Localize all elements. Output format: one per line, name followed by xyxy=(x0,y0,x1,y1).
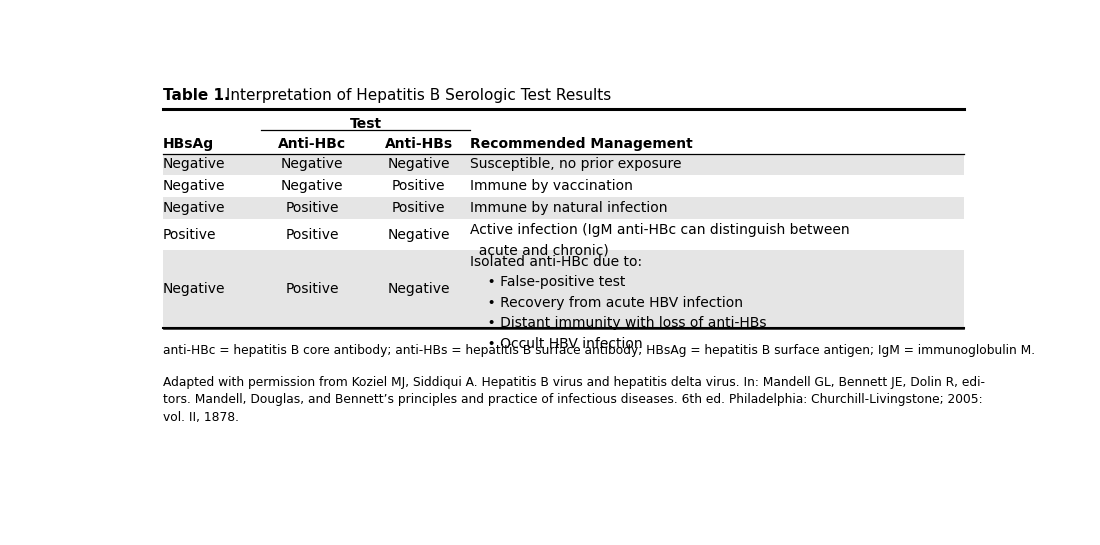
Text: Anti-HBs: Anti-HBs xyxy=(385,137,453,151)
Text: Anti-HBc: Anti-HBc xyxy=(278,137,346,151)
Text: Immune by vaccination: Immune by vaccination xyxy=(470,179,632,193)
Text: HBsAg: HBsAg xyxy=(163,137,214,151)
Text: Test: Test xyxy=(350,117,382,131)
Text: Positive: Positive xyxy=(392,179,446,193)
Text: Positive: Positive xyxy=(286,201,339,215)
Text: Immune by natural infection: Immune by natural infection xyxy=(470,201,668,215)
Bar xyxy=(163,197,965,219)
Text: Negative: Negative xyxy=(387,158,450,172)
Text: Negative: Negative xyxy=(163,179,225,193)
Text: Active infection (IgM anti-HBc can distinguish between
  acute and chronic): Active infection (IgM anti-HBc can disti… xyxy=(470,223,849,258)
Text: Table 1.: Table 1. xyxy=(163,88,230,104)
Text: Interpretation of Hepatitis B Serologic Test Results: Interpretation of Hepatitis B Serologic … xyxy=(221,88,612,104)
Text: Negative: Negative xyxy=(387,228,450,242)
Text: anti-HBc = hepatitis B core antibody; anti-HBs = hepatitis B surface antibody; H: anti-HBc = hepatitis B core antibody; an… xyxy=(163,344,1035,357)
Text: Negative: Negative xyxy=(280,179,343,193)
Text: Isolated anti-HBc due to:
    • False-positive test
    • Recovery from acute HB: Isolated anti-HBc due to: • False-positi… xyxy=(470,255,767,351)
Bar xyxy=(163,251,965,328)
Text: Negative: Negative xyxy=(163,282,225,296)
Text: Recommended Management: Recommended Management xyxy=(470,137,693,151)
Text: Susceptible, no prior exposure: Susceptible, no prior exposure xyxy=(470,158,682,172)
Text: Positive: Positive xyxy=(286,228,339,242)
Text: Positive: Positive xyxy=(392,201,446,215)
Text: Positive: Positive xyxy=(163,228,217,242)
Bar xyxy=(163,154,965,175)
Text: Negative: Negative xyxy=(387,282,450,296)
Text: Positive: Positive xyxy=(286,282,339,296)
Text: Negative: Negative xyxy=(163,201,225,215)
Text: Negative: Negative xyxy=(280,158,343,172)
Text: Negative: Negative xyxy=(163,158,225,172)
Text: Adapted with permission from Koziel MJ, Siddiqui A. Hepatitis B virus and hepati: Adapted with permission from Koziel MJ, … xyxy=(163,376,986,423)
